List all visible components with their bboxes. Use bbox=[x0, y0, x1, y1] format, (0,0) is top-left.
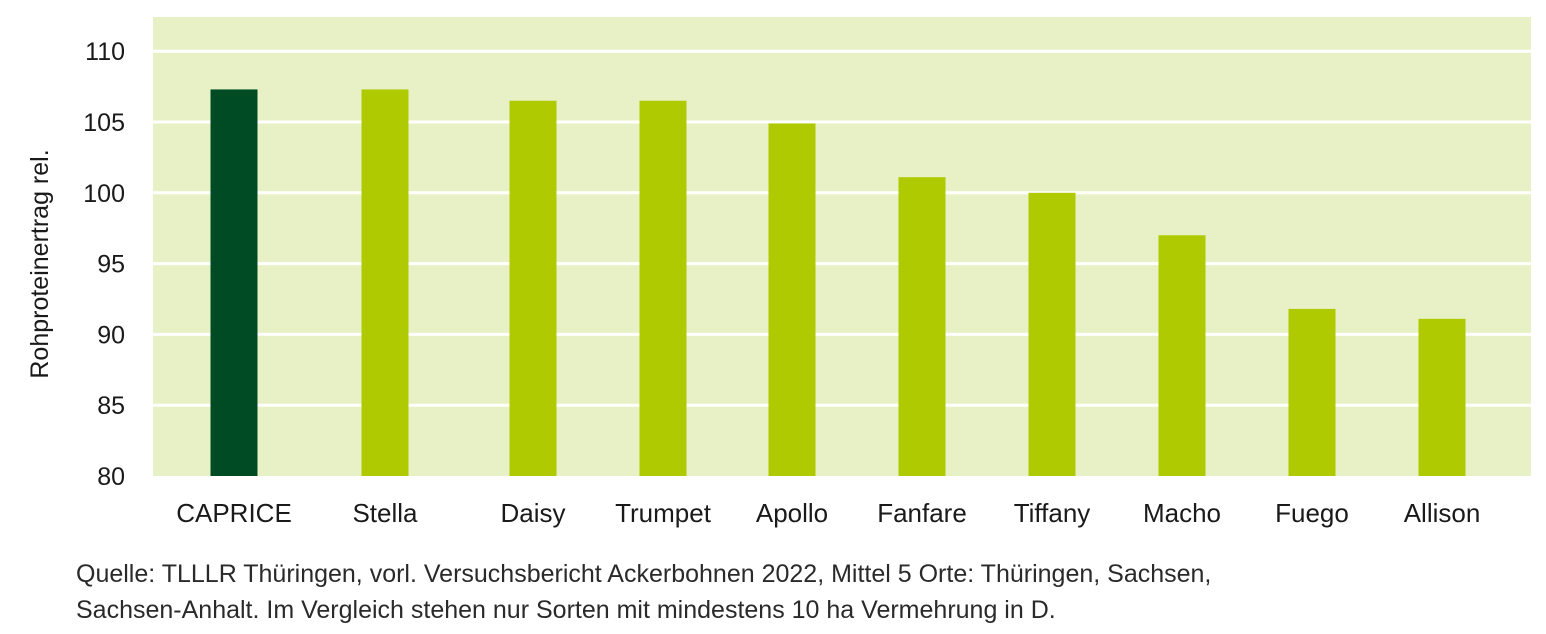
y-axis-title: Rohproteinertrag rel. bbox=[26, 149, 54, 378]
x-category-label: Trumpet bbox=[615, 498, 712, 528]
bar-caprice bbox=[210, 89, 258, 476]
bar-daisy bbox=[509, 100, 557, 476]
bar-tiffany bbox=[1028, 192, 1076, 477]
bar-chart: 80 85 90 95 100 105 110 CAPRICE Stella Daisy Trum… bbox=[26, 17, 1531, 528]
x-category-label: Daisy bbox=[500, 498, 565, 528]
x-category-label: Fuego bbox=[1275, 498, 1349, 528]
y-axis-ticks: 80 85 90 95 100 105 110 bbox=[83, 38, 125, 491]
bar-fuego bbox=[1288, 308, 1336, 476]
y-tick-label: 100 bbox=[83, 180, 125, 208]
y-tick-label: 80 bbox=[97, 463, 125, 491]
y-tick-label: 90 bbox=[97, 321, 125, 349]
x-axis-labels: CAPRICE Stella Daisy Trumpet Apollo Fanfare Ti… bbox=[176, 498, 1480, 528]
bar-stella bbox=[361, 89, 409, 476]
x-category-label: Tiffany bbox=[1014, 498, 1091, 528]
y-tick-label: 95 bbox=[97, 251, 125, 279]
x-category-label: Apollo bbox=[756, 498, 828, 528]
bar-trumpet bbox=[639, 100, 687, 476]
y-tick-label: 85 bbox=[97, 392, 125, 420]
y-tick-label: 105 bbox=[83, 109, 125, 137]
x-category-label: Fanfare bbox=[877, 498, 967, 528]
x-category-label: Macho bbox=[1143, 498, 1221, 528]
bars bbox=[210, 89, 1466, 477]
x-category-label: Stella bbox=[352, 498, 418, 528]
source-note: Quelle: TLLLR Thüringen, vorl. Versuchsb… bbox=[76, 556, 1516, 628]
x-category-label: Allison bbox=[1404, 498, 1481, 528]
y-tick-label: 110 bbox=[85, 38, 125, 66]
source-note-line-1: Quelle: TLLLR Thüringen, vorl. Versuchsb… bbox=[76, 560, 1212, 588]
bar-allison bbox=[1418, 318, 1466, 476]
x-category-label: CAPRICE bbox=[176, 498, 292, 528]
bar-fanfare bbox=[898, 177, 946, 476]
bar-macho bbox=[1158, 235, 1206, 476]
bar-apollo bbox=[768, 123, 816, 476]
source-note-line-2: Sachsen-Anhalt. Im Vergleich stehen nur … bbox=[76, 596, 1056, 624]
